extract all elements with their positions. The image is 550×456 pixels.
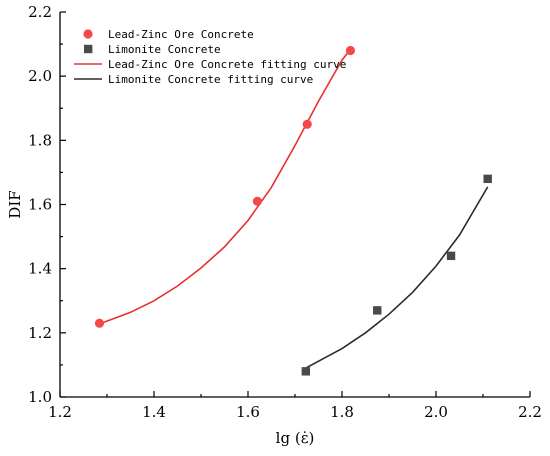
y-tick-label: 2.2 [28,3,52,21]
y-axis-title: DIF [6,190,24,218]
fitting-curve [305,186,489,369]
x-tick-label: 2.0 [424,403,448,421]
x-tick-label: 1.6 [236,403,260,421]
series-layer [94,45,492,376]
data-point [446,251,456,261]
legend-label: Limonite Concrete fitting curve [108,73,313,86]
legend-marker [83,29,93,39]
data-point [345,45,356,56]
x-ticks: 1.2 1.4 1.6 1.8 2.0 2.2 [48,391,542,421]
x-axis-title: lg (ε̇) [276,429,315,447]
y-tick-label: 1.4 [28,260,52,278]
legend: Lead-Zinc Ore Concrete Limonite Concrete L… [74,28,346,86]
data-point [302,119,312,129]
y-tick-label: 2.0 [28,67,52,85]
y-tick-label: 1.6 [28,196,52,214]
legend-marker [84,44,93,54]
x-tick-label: 1.8 [330,403,354,421]
legend-label: Lead-Zinc Ore Concrete [108,28,254,41]
data-point [483,174,492,184]
x-tick-label: 2.2 [518,403,542,421]
fitting-curve [99,48,352,325]
data-point [252,196,262,206]
y-ticks: 1.0 1.2 1.4 1.6 1.8 2.0 2.2 [28,3,66,406]
data-point [301,367,311,376]
y-tick-label: 1.0 [28,388,52,406]
data-point [94,318,105,328]
y-tick-label: 1.8 [28,131,52,149]
y-tick-label: 1.2 [28,324,52,342]
x-tick-label: 1.2 [48,403,72,421]
legend-label: Lead-Zinc Ore Concrete fitting curve [108,58,346,71]
legend-label: Limonite Concrete [108,43,221,56]
plot-area: 1.2 1.4 1.6 1.8 2.0 2.2 1.01.21.41.61.82.02.2 [28,3,542,421]
data-point [373,306,382,315]
x-tick-label: 1.4 [142,403,166,421]
